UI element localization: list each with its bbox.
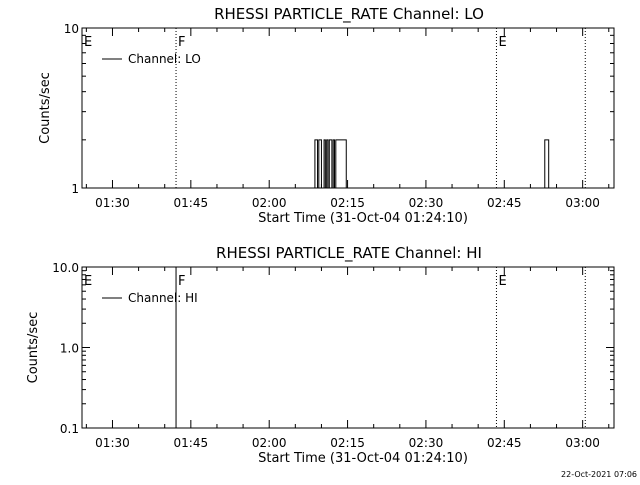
x-tick-label: 03:00 [565,196,600,210]
x-tick-label: 02:45 [487,196,522,210]
series-line [313,139,550,189]
x-tick-label: 02:00 [252,436,287,450]
chart-title: RHESSI PARTICLE_RATE Channel: HI [216,244,482,263]
x-axis-label: Start Time (31-Oct-04 01:24:10) [258,211,468,226]
y-tick-label: 10.0 [52,261,79,275]
y-tick-label: 10 [64,22,79,36]
chart-title: RHESSI PARTICLE_RATE Channel: LO [214,5,484,24]
x-tick-label: 01:45 [174,436,209,450]
x-tick-label: 02:15 [330,196,365,210]
time-marker-label: E [84,274,92,289]
x-tick-label: 02:30 [409,436,444,450]
x-tick-label: 02:45 [487,436,522,450]
lo-channel-plot: RHESSI PARTICLE_RATE Channel: LO 01:30 01:… [38,5,615,226]
y-tick-label: 0.1 [60,422,79,436]
time-marker-label: E [498,35,506,50]
x-tick-label: 02:15 [330,436,365,450]
time-marker-label: E [84,35,92,50]
y-axis-label: Counts/sec [38,72,53,144]
time-marker-label: E [498,274,506,289]
y-tick-label: 1 [71,182,79,196]
footer-timestamp: 22-Oct-2021 07:06 [561,470,637,479]
x-tick-label: 02:00 [252,196,287,210]
y-tick-label: 1.0 [60,342,79,356]
time-marker-label: F [178,274,185,289]
legend-label: Channel: HI [128,291,198,305]
hi-channel-plot: RHESSI PARTICLE_RATE Channel: HI 01:30 01:… [26,244,615,466]
y-axis-label: Counts/sec [26,312,41,384]
x-tick-label: 01:30 [95,196,130,210]
legend-label: Channel: LO [128,52,201,66]
time-marker-label: F [178,35,185,50]
x-tick-label: 02:30 [409,196,444,210]
x-axis-label: Start Time (31-Oct-04 01:24:10) [258,451,468,466]
x-tick-label: 01:45 [174,196,209,210]
x-tick-label: 03:00 [565,436,600,450]
x-tick-label: 01:30 [95,436,130,450]
